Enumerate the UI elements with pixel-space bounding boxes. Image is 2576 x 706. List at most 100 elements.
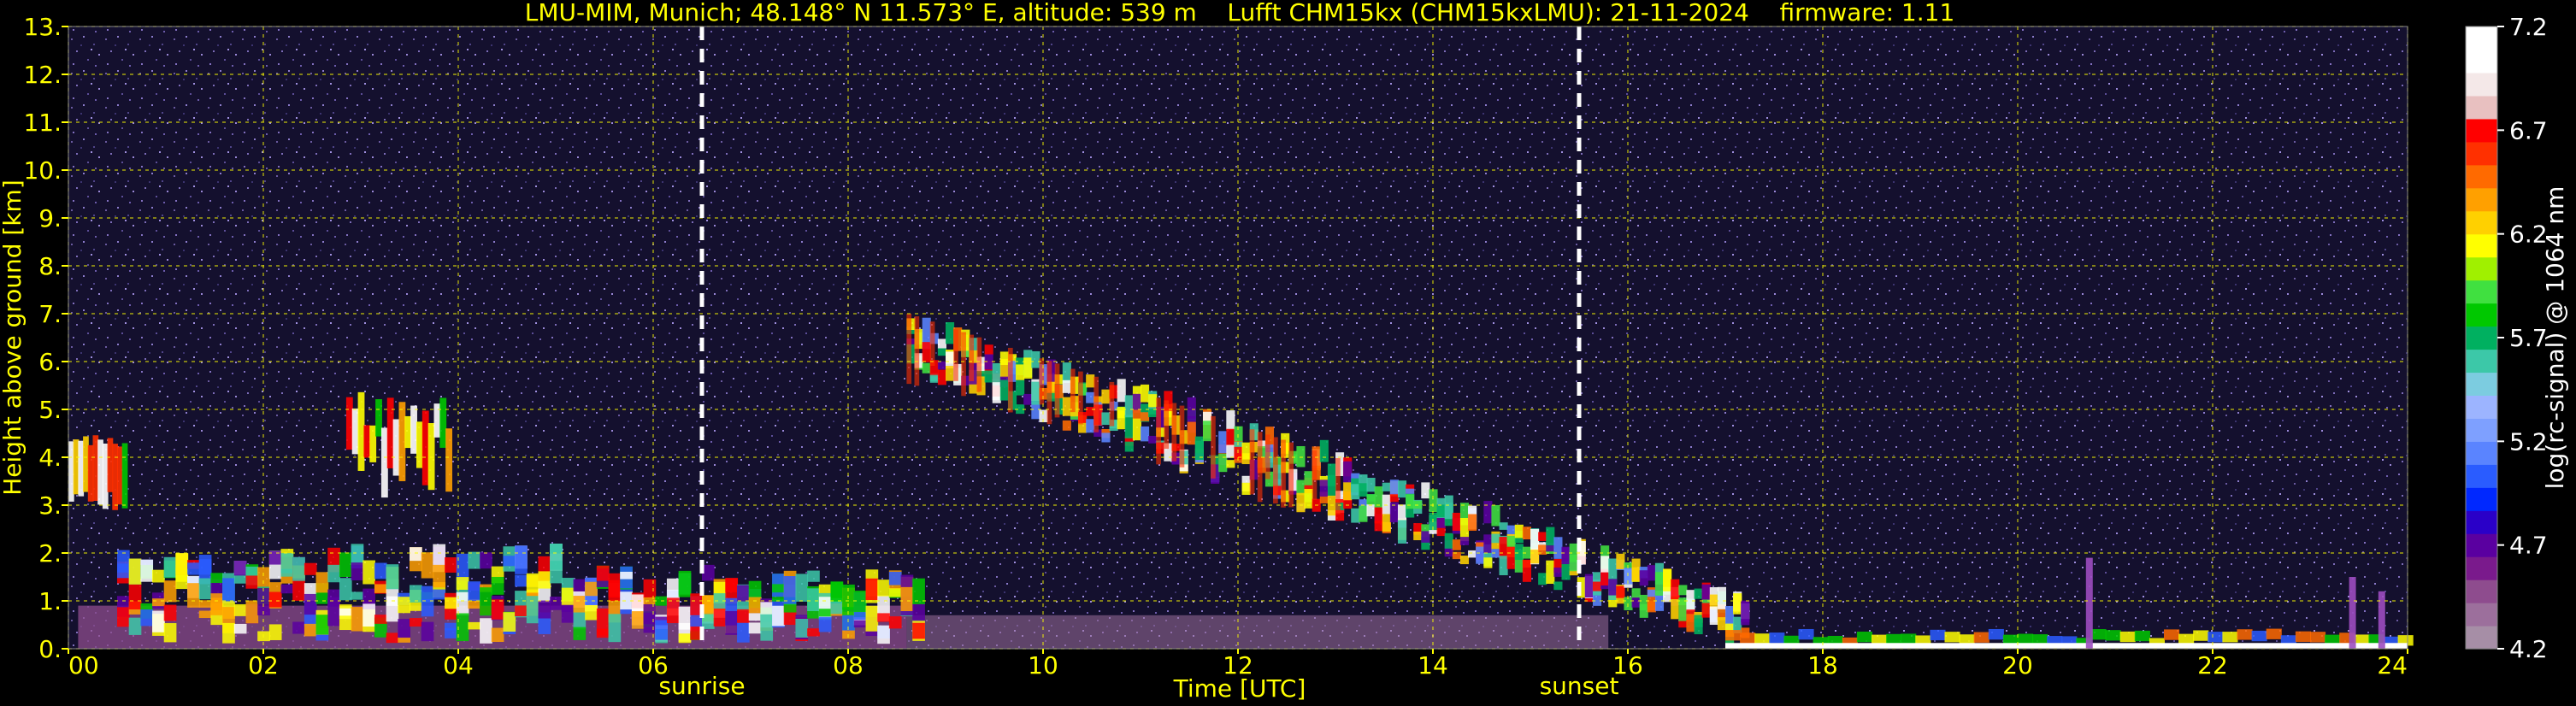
descending-cloud-cell: [1639, 570, 1648, 586]
fallstreak: [1171, 403, 1177, 462]
y-axis-ticks: 0. 1. 2. 3. 4. 5. 6. 7. 8. 9. 10. 11. 12. 13.: [23, 13, 68, 663]
boundary-layer-cell: [117, 563, 130, 579]
descending-cloud-cell: [1514, 550, 1524, 573]
descending-cloud-cell: [1514, 544, 1524, 561]
boundary-layer-cell: [363, 560, 375, 585]
descending-cloud-cell: [1546, 542, 1555, 552]
descending-cloud-cell: [1694, 588, 1703, 599]
evening-layer-cell: [1930, 629, 1946, 641]
evening-layer-cell: [2105, 630, 2121, 641]
fallstreak: [1211, 415, 1216, 479]
descending-cloud-cell: [1717, 586, 1726, 609]
y-tick-label: 9.: [38, 204, 62, 232]
evening-layer-cell: [2208, 632, 2224, 643]
y-tick-label: 0.: [38, 635, 62, 663]
evening-layer-cell: [2310, 632, 2326, 643]
boundary-layer-cell: [888, 571, 902, 585]
boundary-layer-cell: [550, 596, 563, 610]
descending-cloud-cell: [1483, 501, 1493, 524]
boundary-layer-cell: [678, 606, 692, 630]
x-tick-label: 10: [1028, 651, 1058, 680]
y-tick-label: 10.: [23, 156, 62, 185]
descending-cloud-cell: [1086, 391, 1095, 403]
boundary-layer-cell: [538, 571, 551, 589]
descending-cloud-cell: [1429, 489, 1438, 513]
evening-layer-cell: [1886, 633, 1902, 645]
boundary-layer-cell: [491, 599, 504, 620]
fallstreak: [1070, 368, 1076, 413]
colorbar-segment: [2466, 279, 2497, 304]
descending-cloud-cell: [1631, 588, 1641, 598]
descending-cloud-cell: [1639, 594, 1648, 611]
boundary-layer-cell: [608, 580, 622, 598]
boundary-layer-cell: [210, 573, 224, 584]
boundary-layer-cell: [725, 610, 739, 635]
descending-cloud-cell: [1366, 494, 1376, 505]
fallstreak: [1164, 400, 1170, 450]
colorbar-segment: [2466, 372, 2497, 397]
cloud-cell: [363, 425, 371, 458]
descending-cloud-cell: [1086, 374, 1095, 388]
descending-cloud-cell: [1124, 436, 1134, 446]
descending-cloud-cell: [1600, 556, 1610, 573]
descending-cloud-cell: [1296, 445, 1306, 468]
y-tick-label: 5.: [38, 396, 62, 424]
descending-cloud-cell: [1506, 545, 1516, 569]
descending-cloud-cell: [922, 342, 931, 362]
cloud-cell: [416, 421, 423, 468]
colorbar-segment: [2466, 326, 2497, 350]
evening-layer-cell: [2325, 634, 2341, 645]
boundary-layer-cell: [245, 600, 259, 624]
boundary-layer-cell: [737, 585, 750, 602]
boundary-layer-cell: [222, 578, 235, 603]
descending-cloud-cell: [1499, 556, 1508, 575]
fallstreak: [1156, 397, 1161, 465]
descending-cloud-cell: [1436, 508, 1446, 528]
boundary-layer-cell: [620, 571, 633, 580]
descending-cloud-cell: [984, 370, 993, 383]
descending-cloud-cell: [1218, 453, 1228, 473]
boundary-layer-cell: [410, 547, 422, 562]
descending-cloud-cell: [1546, 527, 1555, 546]
colorbar-tick-label: 5.2: [2509, 427, 2548, 456]
boundary-layer-cell: [748, 597, 762, 614]
evening-layer-cell: [2090, 629, 2107, 640]
x-tick-label: 24: [2377, 651, 2408, 680]
descending-cloud-cell: [1016, 404, 1025, 415]
event-markers: sunrise sunset: [658, 26, 1618, 700]
evening-layer-cell: [2032, 634, 2048, 645]
boundary-layer-cell: [280, 553, 294, 574]
descending-cloud-cell: [1491, 504, 1500, 527]
boundary-layer-cell: [842, 615, 855, 631]
y-tick-label: 13.: [23, 13, 62, 41]
descending-cloud-cell: [1366, 503, 1376, 517]
descending-cloud-cell: [1584, 574, 1594, 598]
descending-cloud-cell: [1062, 362, 1071, 384]
signal-features: [68, 314, 2414, 649]
descending-cloud-cell: [1351, 484, 1360, 500]
y-tick-label: 4.: [38, 444, 62, 472]
descending-cloud-cell: [1491, 549, 1500, 558]
boundary-layer-cell: [725, 578, 739, 592]
descending-cloud-cell: [1319, 491, 1329, 503]
boundary-layer-cell: [292, 574, 305, 601]
descending-cloud-cell: [1397, 480, 1407, 498]
descending-cloud-cell: [1016, 364, 1025, 380]
boundary-layer-cell: [363, 603, 375, 627]
x-tick-label: 14: [1418, 651, 1448, 680]
evening-layer-cell: [1901, 633, 1917, 644]
x-tick-label: 20: [2002, 651, 2033, 680]
boundary-layer-cell: [912, 578, 925, 604]
evening-layer-cell: [2002, 634, 2019, 645]
colorbar-segment: [2466, 164, 2497, 189]
descending-cloud-cell: [1452, 551, 1461, 560]
fallstreak: [914, 316, 920, 386]
fallstreak: [1288, 442, 1294, 508]
fallstreak: [1264, 434, 1270, 479]
descending-cloud-cell: [1459, 517, 1470, 542]
descending-cloud-cell: [1164, 443, 1173, 462]
boundary-layer-cell: [128, 558, 142, 585]
colorbar-label: log(rc-signal) @ 1064 nm: [2541, 186, 2569, 490]
evening-layer-cell: [2295, 631, 2311, 642]
descending-cloud-cell: [1569, 543, 1578, 566]
